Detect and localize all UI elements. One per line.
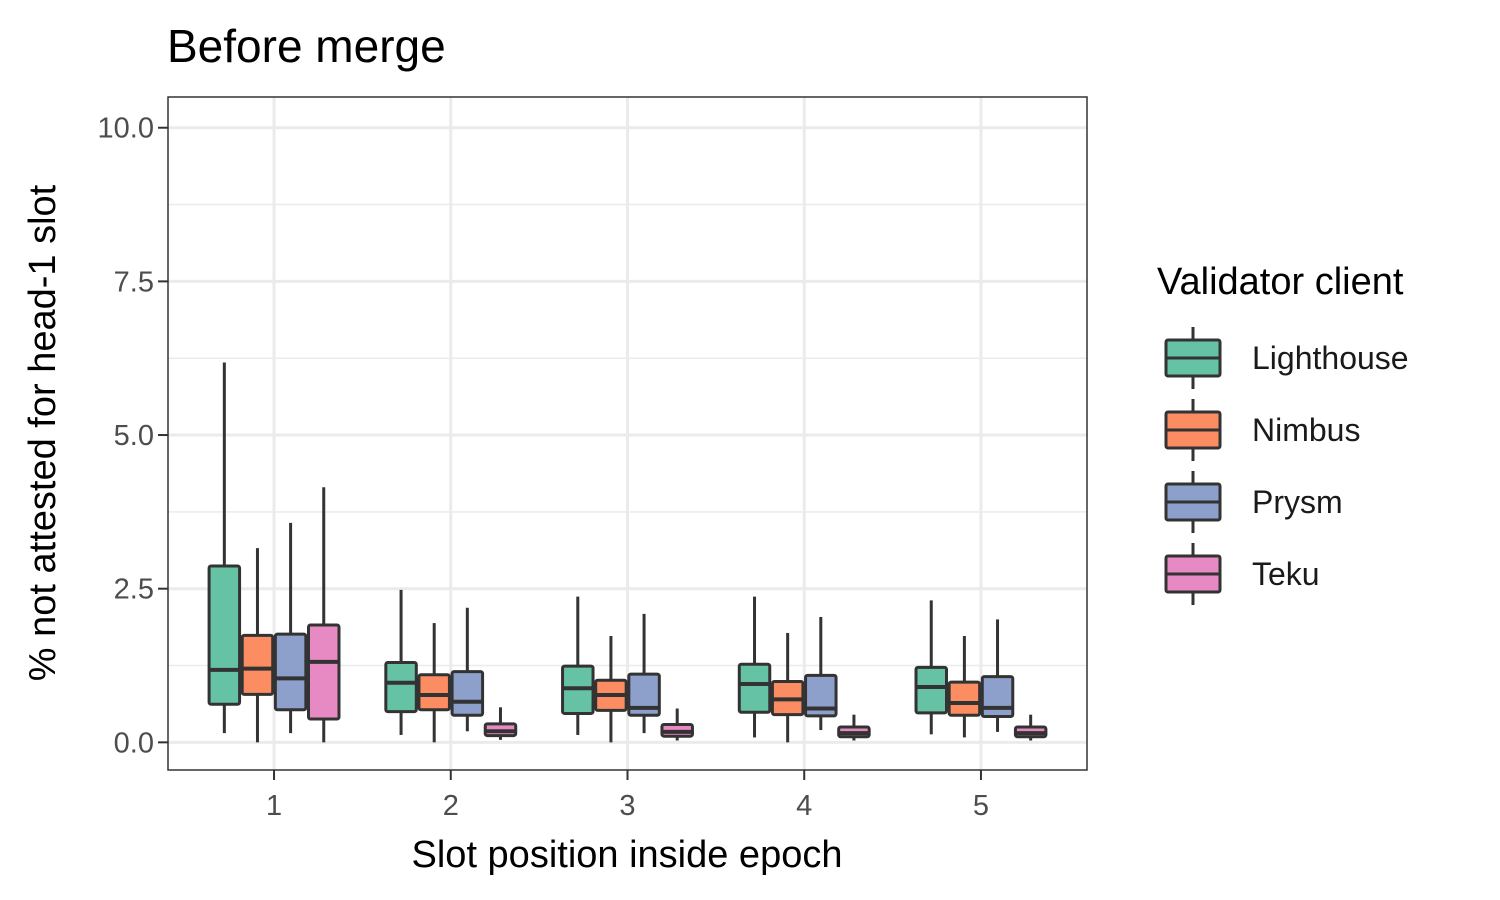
box-nimbus-slot-1 [240, 548, 275, 743]
legend: Lighthouse Nimbus Prysm Teku [1164, 327, 1409, 605]
box-iqr [273, 632, 308, 712]
x-tick-label: 3 [619, 790, 635, 822]
chart-title: Before merge [167, 20, 446, 72]
box-nimbus-slot-2 [417, 623, 451, 743]
box-iqr [450, 670, 485, 717]
legend-item-teku: Teku [1164, 543, 1320, 605]
box-prysm-slot-2 [450, 607, 485, 732]
box-iqr [627, 672, 661, 717]
box-iqr [947, 680, 982, 717]
box-lighthouse-slot-4 [737, 596, 772, 738]
legend-item-prysm: Prysm [1164, 471, 1343, 533]
box-iqr [384, 660, 418, 714]
legend-item-nimbus: Nimbus [1164, 399, 1360, 461]
box-lighthouse-slot-5 [914, 600, 948, 735]
legend-label: Lighthouse [1252, 340, 1409, 376]
box-nimbus-slot-3 [594, 636, 628, 743]
legend-label: Teku [1252, 556, 1320, 592]
box-iqr [804, 673, 838, 718]
box-teku-slot-3 [660, 708, 694, 741]
x-tick-label: 1 [266, 790, 282, 822]
box-prysm-slot-4 [804, 616, 838, 731]
legend-title: Validator client [1157, 261, 1404, 303]
legend-item-lighthouse: Lighthouse [1164, 327, 1409, 389]
x-axis: 1 2 3 4 5 [266, 770, 989, 822]
y-tick-label: 10.0 [98, 113, 154, 145]
box-lighthouse-slot-1 [207, 362, 242, 734]
x-tick-label: 4 [796, 790, 812, 822]
major-gridlines [168, 97, 1087, 770]
box-nimbus-slot-4 [770, 632, 805, 743]
y-tick-label: 7.5 [114, 266, 154, 298]
box-prysm-slot-1 [273, 522, 308, 734]
box-lighthouse-slot-3 [561, 596, 595, 735]
box-lighthouse-slot-2 [384, 589, 418, 735]
box-teku-slot-4 [837, 714, 871, 741]
legend-label: Prysm [1252, 484, 1343, 520]
box-iqr [417, 673, 451, 712]
box-iqr [307, 623, 341, 721]
box-iqr [207, 564, 242, 706]
box-teku-slot-2 [483, 707, 518, 740]
x-axis-title: Slot position inside epoch [412, 834, 843, 876]
y-axis-title: % not attested for head-1 slot [22, 184, 64, 681]
box-series [207, 362, 1048, 743]
legend-label: Nimbus [1252, 412, 1360, 448]
box-teku-slot-1 [307, 487, 341, 743]
y-tick-label: 2.5 [114, 574, 154, 606]
box-iqr [980, 675, 1015, 719]
box-iqr [240, 633, 275, 696]
y-tick-label: 5.0 [114, 420, 154, 452]
box-iqr [737, 662, 772, 714]
y-tick-label: 0.0 [114, 727, 154, 759]
y-axis: 0.0 2.5 5.0 7.5 10.0 [98, 113, 168, 759]
box-nimbus-slot-5 [947, 636, 982, 738]
box-prysm-slot-5 [980, 619, 1015, 732]
box-teku-slot-5 [1013, 714, 1048, 741]
x-tick-label: 2 [443, 790, 459, 822]
box-prysm-slot-3 [627, 613, 661, 734]
box-iqr [914, 665, 948, 715]
x-tick-label: 5 [973, 790, 989, 822]
